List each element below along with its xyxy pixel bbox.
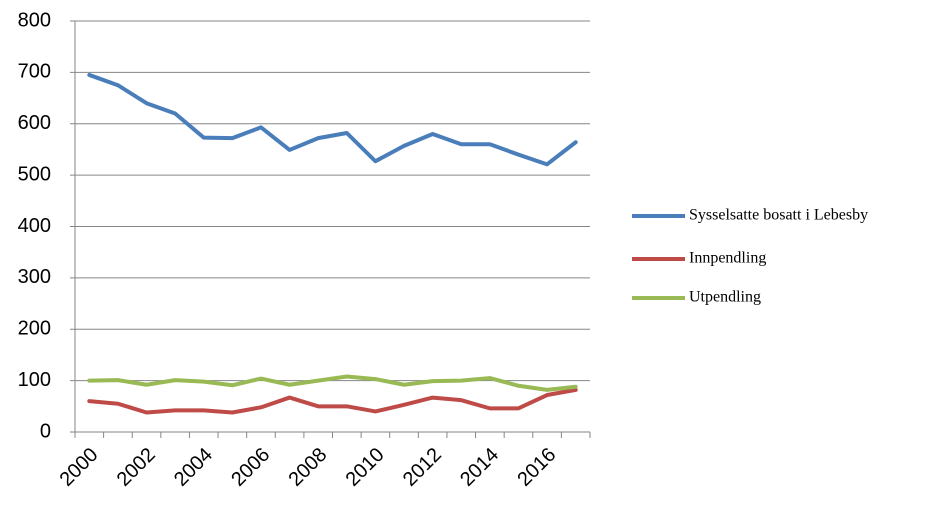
series-line bbox=[87, 387, 578, 415]
x-tick-label: 2004 bbox=[170, 444, 217, 491]
legend-label: Sysselsatte bosatt i Lebesby bbox=[689, 207, 868, 224]
x-tick-label: 2016 bbox=[513, 444, 560, 491]
x-tick-label: 2014 bbox=[456, 444, 503, 491]
y-tick-label: 600 bbox=[18, 112, 51, 134]
y-tick-label: 400 bbox=[18, 215, 51, 237]
y-tick-label: 300 bbox=[18, 266, 51, 288]
x-tick-label: 2000 bbox=[56, 444, 103, 491]
x-tick-label: 2010 bbox=[342, 444, 389, 491]
y-tick-label: 700 bbox=[18, 61, 51, 83]
series-line bbox=[87, 72, 578, 167]
y-tick-label: 200 bbox=[18, 318, 51, 340]
x-tick-label: 2006 bbox=[227, 444, 274, 491]
y-tick-label: 500 bbox=[18, 163, 51, 185]
y-tick-label: 100 bbox=[18, 369, 51, 391]
x-tick-label: 2012 bbox=[399, 444, 446, 491]
y-tick-label: 800 bbox=[18, 9, 51, 31]
x-tick-label: 2002 bbox=[113, 444, 160, 491]
legend-label: Innpendling bbox=[689, 250, 766, 267]
y-tick-label: 0 bbox=[40, 420, 51, 442]
legend-label: Utpendling bbox=[689, 289, 761, 306]
x-tick-label: 2008 bbox=[284, 444, 331, 491]
series-line bbox=[87, 374, 578, 392]
